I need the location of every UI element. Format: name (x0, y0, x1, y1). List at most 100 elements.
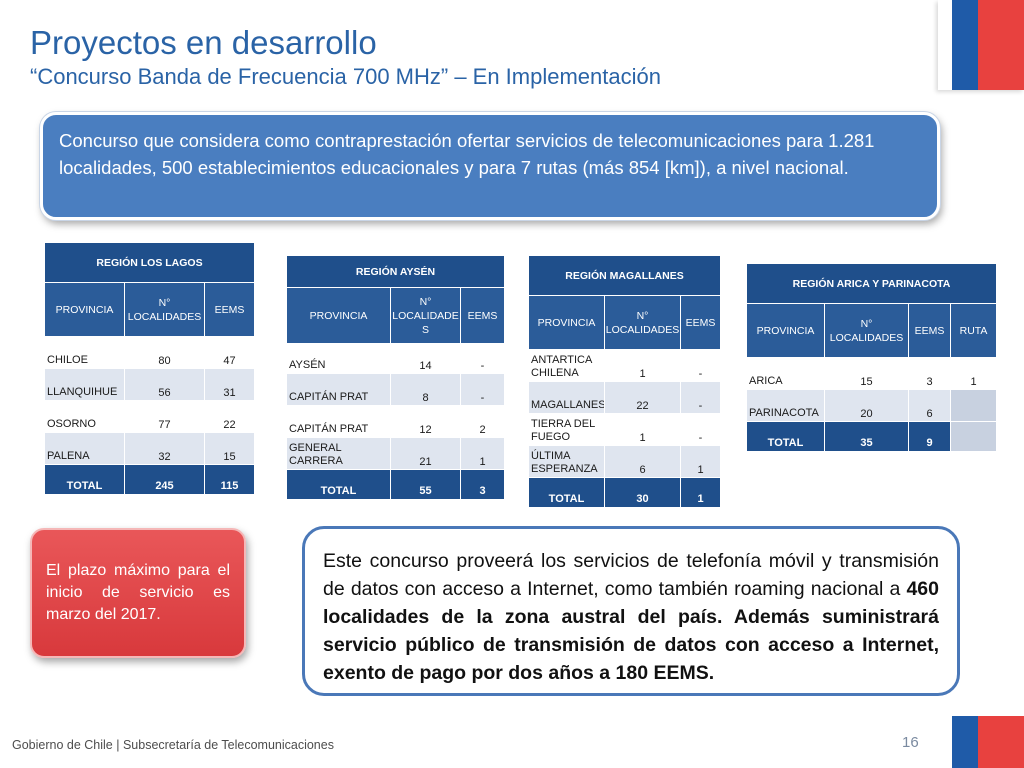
total-eems: 3 (459, 469, 506, 500)
cell-provincia: ÚLTIMA ESPERANZA (528, 445, 605, 478)
page-subtitle: “Concurso Banda de Frecuencia 700 MHz” –… (30, 64, 661, 89)
table-row: TIERRA DEL FUEGO 1 - (528, 413, 722, 446)
cell-ruta (949, 389, 998, 422)
flag-logo-bottom (938, 716, 1024, 768)
total-ruta (949, 421, 998, 452)
table-arica-parinacota: REGIÓN ARICA Y PARINACOTA PROVINCIA N° L… (745, 263, 998, 452)
cell-localidades: 8 (390, 373, 461, 406)
cell-localidades: 14 (390, 343, 461, 374)
table-title: REGIÓN ARICA Y PARINACOTA (745, 263, 998, 304)
cell-provincia: CAPITÁN PRAT (286, 405, 391, 438)
cell-eems: 31 (203, 368, 256, 401)
total-eems: 115 (203, 464, 256, 495)
page-title: Proyectos en desarrollo (30, 24, 377, 61)
cell-eems: - (459, 373, 506, 406)
table-row: ARICA 15 3 1 (746, 357, 998, 390)
col-provincia: PROVINCIA (286, 287, 391, 344)
cell-eems: 15 (203, 432, 256, 465)
cell-eems: 22 (203, 400, 256, 433)
total-localidades: 245 (124, 464, 205, 495)
cell-eems: 2 (459, 405, 506, 438)
cell-eems: 1 (679, 445, 722, 478)
cell-provincia: LLANQUIHUE (44, 368, 125, 401)
total-label: TOTAL (528, 477, 605, 508)
total-localidades: 35 (824, 421, 909, 452)
table-row: CAPITÁN PRAT 12 2 (286, 405, 506, 438)
col-eems: EEMS (459, 287, 506, 344)
table-row: CHILOE 80 47 (44, 336, 256, 369)
total-localidades: 55 (390, 469, 461, 500)
table-magallanes: REGIÓN MAGALLANES PROVINCIA N° LOCALIDAD… (527, 255, 722, 508)
cell-provincia: PALENA (44, 432, 125, 465)
table-total-row: TOTAL 245 115 (44, 464, 256, 495)
intro-callout: Concurso que considera como contrapresta… (40, 112, 940, 220)
cell-eems: - (679, 349, 722, 382)
cell-provincia: MAGALLANES (528, 381, 605, 414)
total-label: TOTAL (746, 421, 825, 452)
cell-eems: - (679, 413, 722, 446)
cell-eems: - (459, 343, 506, 374)
col-eems: EEMS (203, 282, 256, 337)
cell-provincia: ARICA (746, 357, 825, 390)
table-row: PALENA 32 15 (44, 432, 256, 465)
table-row: MAGALLANES 22 - (528, 381, 722, 414)
table-aysen: REGIÓN AYSÉN PROVINCIA N° LOCALIDADE S E… (285, 255, 506, 500)
table-title: REGIÓN LOS LAGOS (43, 242, 256, 283)
col-localidades: N° LOCALIDADES (124, 282, 205, 337)
cell-ruta: 1 (949, 357, 998, 390)
concurso-description: Este concurso proveerá los servicios de … (302, 526, 960, 696)
cell-provincia: AYSÉN (286, 343, 391, 374)
footer-text: Gobierno de Chile | Subsecretaría de Tel… (12, 738, 334, 752)
page-number: 16 (902, 734, 919, 751)
table-row: ÚLTIMA ESPERANZA 6 1 (528, 445, 722, 478)
cell-localidades: 56 (124, 368, 205, 401)
table-title: REGIÓN AYSÉN (285, 255, 506, 288)
col-eems: EEMS (679, 295, 722, 350)
flag-logo-top (938, 0, 1024, 90)
col-provincia: PROVINCIA (44, 282, 125, 337)
table-row: LLANQUIHUE 56 31 (44, 368, 256, 401)
table-total-row: TOTAL 35 9 (746, 421, 998, 452)
cell-localidades: 15 (824, 357, 909, 390)
cell-eems: 1 (459, 437, 506, 470)
table-row: CAPITÁN PRAT 8 - (286, 373, 506, 406)
table-row: AYSÉN 14 - (286, 343, 506, 374)
total-localidades: 30 (604, 477, 681, 508)
total-eems: 9 (908, 421, 951, 452)
cell-provincia: CHILOE (44, 336, 125, 369)
col-eems: EEMS (908, 303, 951, 358)
table-row: OSORNO 77 22 (44, 400, 256, 433)
cell-provincia: OSORNO (44, 400, 125, 433)
plazo-callout: El plazo máximo para el inicio de servic… (30, 528, 246, 658)
cell-eems: 3 (908, 357, 951, 390)
cell-localidades: 1 (604, 413, 681, 446)
total-label: TOTAL (44, 464, 125, 495)
cell-localidades: 20 (824, 389, 909, 422)
table-row: GENERAL CARRERA 21 1 (286, 437, 506, 470)
table-total-row: TOTAL 30 1 (528, 477, 722, 508)
col-ruta: RUTA (949, 303, 998, 358)
table-row: ANTARTICA CHILENA 1 - (528, 349, 722, 382)
cell-provincia: PARINACOTA (746, 389, 825, 422)
cell-localidades: 32 (124, 432, 205, 465)
cell-provincia: CAPITÁN PRAT (286, 373, 391, 406)
cell-eems: - (679, 381, 722, 414)
concurso-text: Este concurso proveerá los servicios de … (323, 550, 939, 600)
cell-localidades: 12 (390, 405, 461, 438)
cell-provincia: TIERRA DEL FUEGO (528, 413, 605, 446)
cell-eems: 6 (908, 389, 951, 422)
col-localidades: N° LOCALIDADE S (390, 287, 461, 344)
cell-eems: 47 (203, 336, 256, 369)
cell-localidades: 21 (390, 437, 461, 470)
total-label: TOTAL (286, 469, 391, 500)
table-total-row: TOTAL 55 3 (286, 469, 506, 500)
cell-localidades: 22 (604, 381, 681, 414)
cell-localidades: 80 (124, 336, 205, 369)
concurso-text-bold: 460 localidades de la zona austral del p… (323, 578, 939, 684)
cell-localidades: 1 (604, 349, 681, 382)
table-title: REGIÓN MAGALLANES (527, 255, 722, 296)
total-eems: 1 (679, 477, 722, 508)
table-row: PARINACOTA 20 6 (746, 389, 998, 422)
cell-provincia: GENERAL CARRERA (286, 437, 391, 470)
col-localidades: N° LOCALIDADES (824, 303, 909, 358)
